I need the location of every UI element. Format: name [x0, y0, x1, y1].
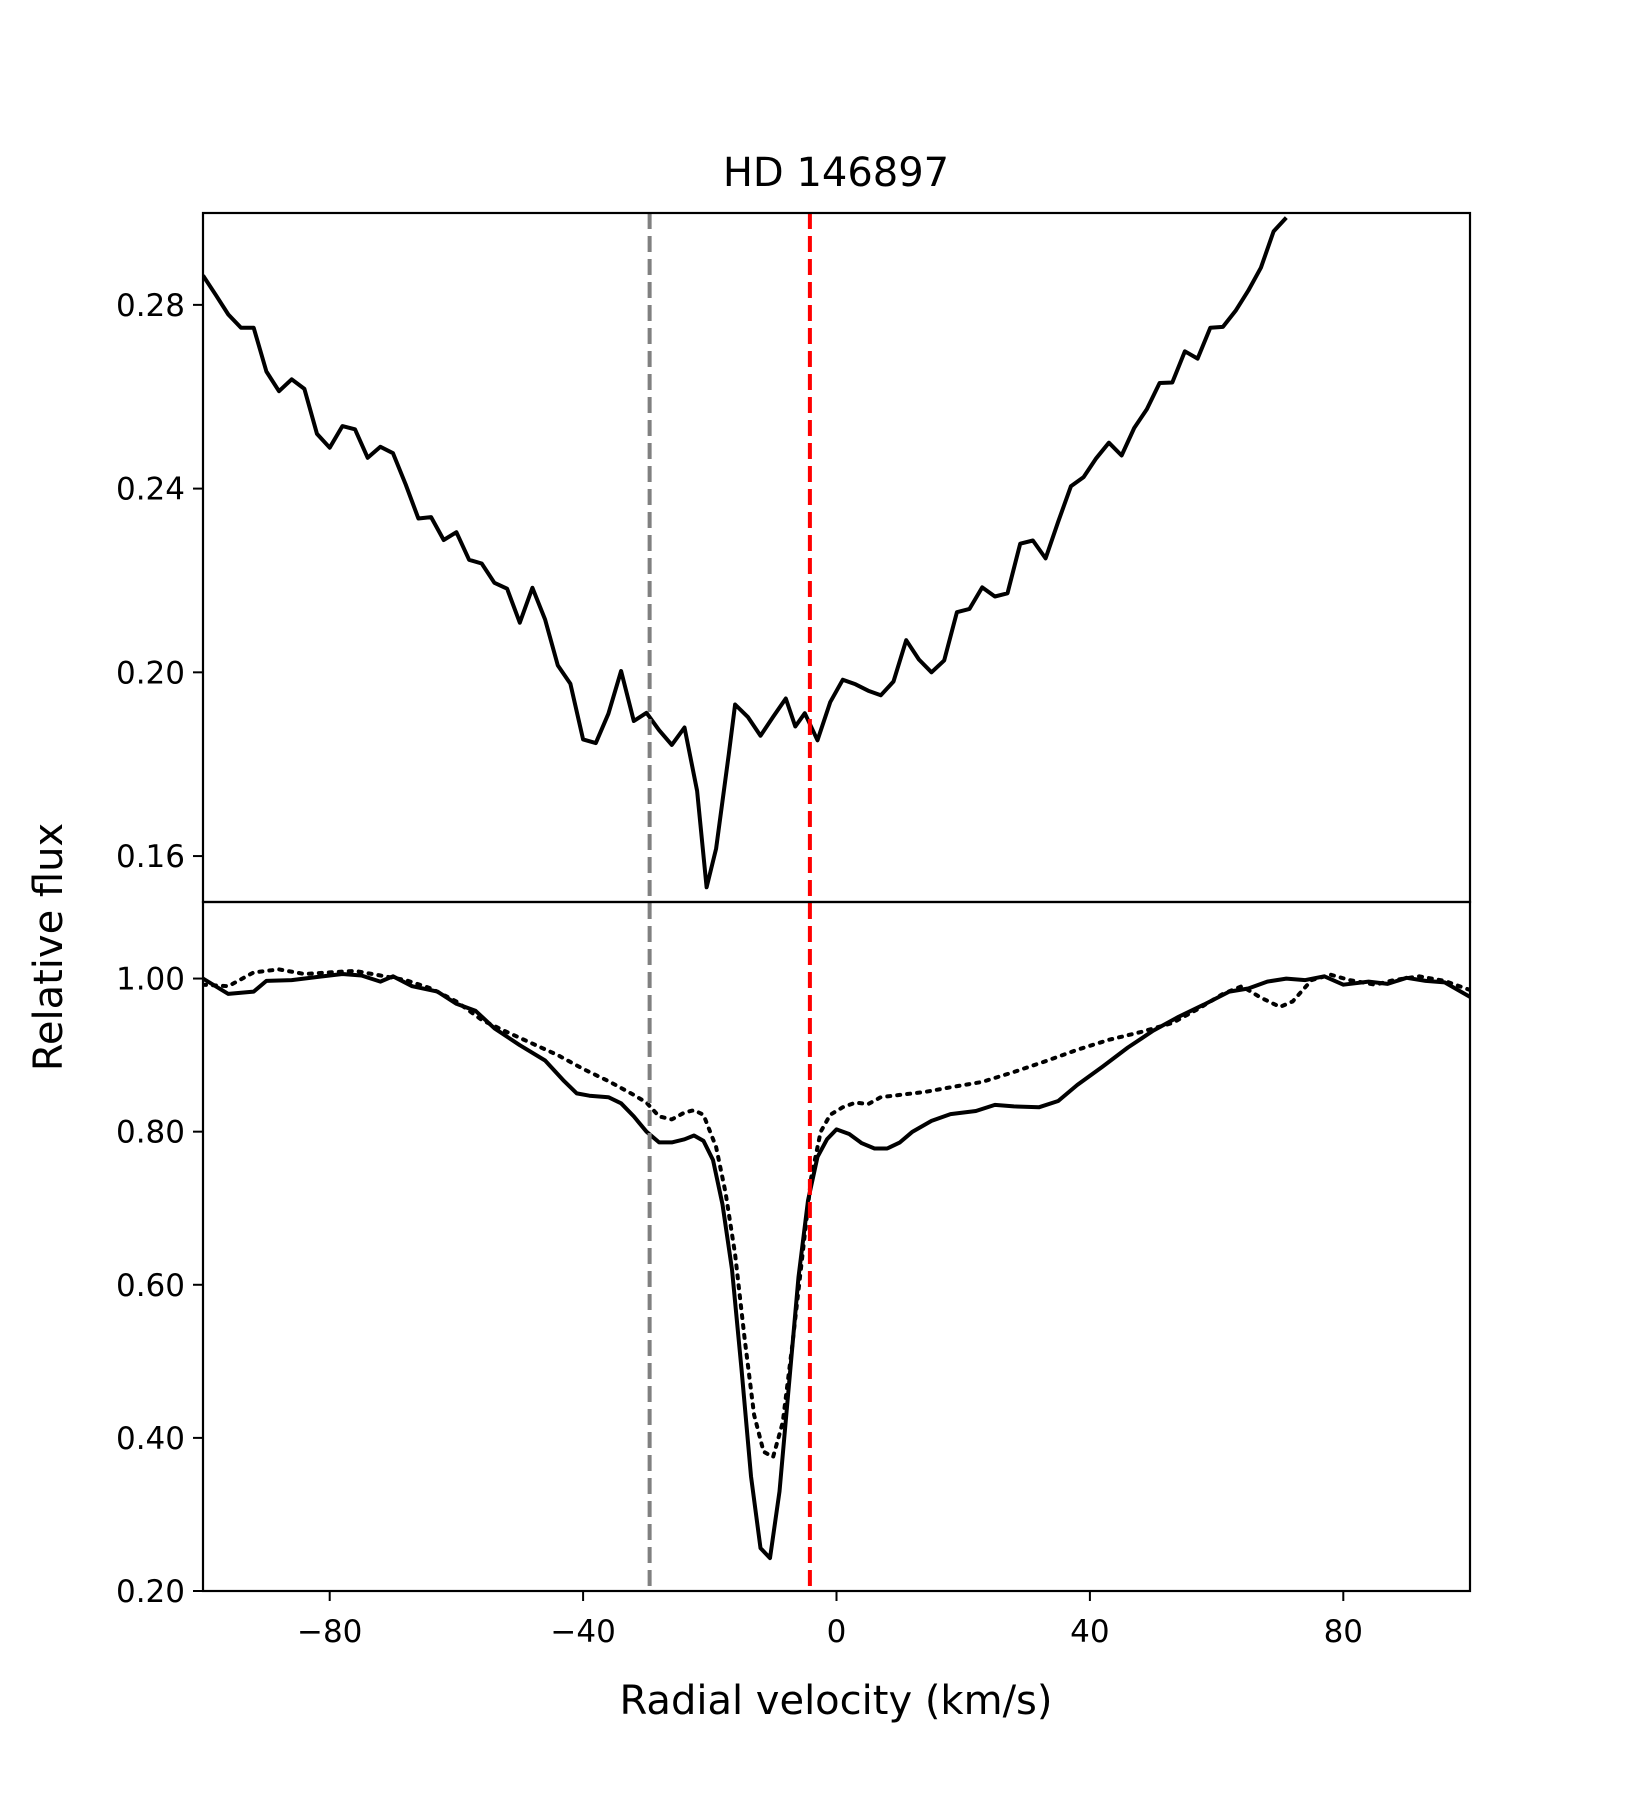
x-tick-label: 80	[1324, 1614, 1363, 1650]
bottom-panel-y-axis: 0.20 0.40 0.60 0.80 1.00	[116, 962, 203, 1610]
x-tick-label: −40	[550, 1614, 615, 1650]
bottom-panel: 0.20 0.40 0.60 0.80 1.00	[116, 962, 1470, 1610]
bottom-panel-y-tick-label: 0.80	[116, 1115, 185, 1151]
bottom-panel-y-tick-label: 0.20	[116, 1574, 185, 1610]
x-tick-label: 40	[1070, 1614, 1109, 1650]
top-panel-plot-area	[203, 216, 1288, 890]
bottom-panel-y-tick-label: 0.40	[116, 1421, 185, 1457]
top-panel: 0.16 0.20 0.24 0.28	[116, 216, 1288, 890]
x-axis: −80 −40 0 40 80	[297, 1591, 1363, 1650]
x-tick-label: −80	[297, 1614, 362, 1650]
x-tick-label: 0	[827, 1614, 847, 1650]
bottom-panel-y-tick-label: 1.00	[116, 962, 185, 998]
x-axis-label: Radial velocity (km/s)	[620, 1678, 1053, 1724]
bottom-panel-y-tick-label: 0.60	[116, 1268, 185, 1304]
bottom-panel-series-dotted-line	[203, 967, 1470, 1459]
chart-title: HD 146897	[723, 150, 949, 196]
bottom-panel-plot-area	[203, 967, 1470, 1561]
y-axis-label: Relative flux	[26, 823, 72, 1071]
top-panel-y-tick-label: 0.28	[116, 288, 185, 324]
top-panel-y-tick-label: 0.20	[116, 655, 185, 691]
top-panel-y-tick-label: 0.16	[116, 839, 185, 875]
top-panel-series-solid-line	[203, 216, 1288, 890]
top-panel-y-axis: 0.16 0.20 0.24 0.28	[116, 288, 203, 875]
top-panel-y-tick-label: 0.24	[116, 472, 185, 508]
